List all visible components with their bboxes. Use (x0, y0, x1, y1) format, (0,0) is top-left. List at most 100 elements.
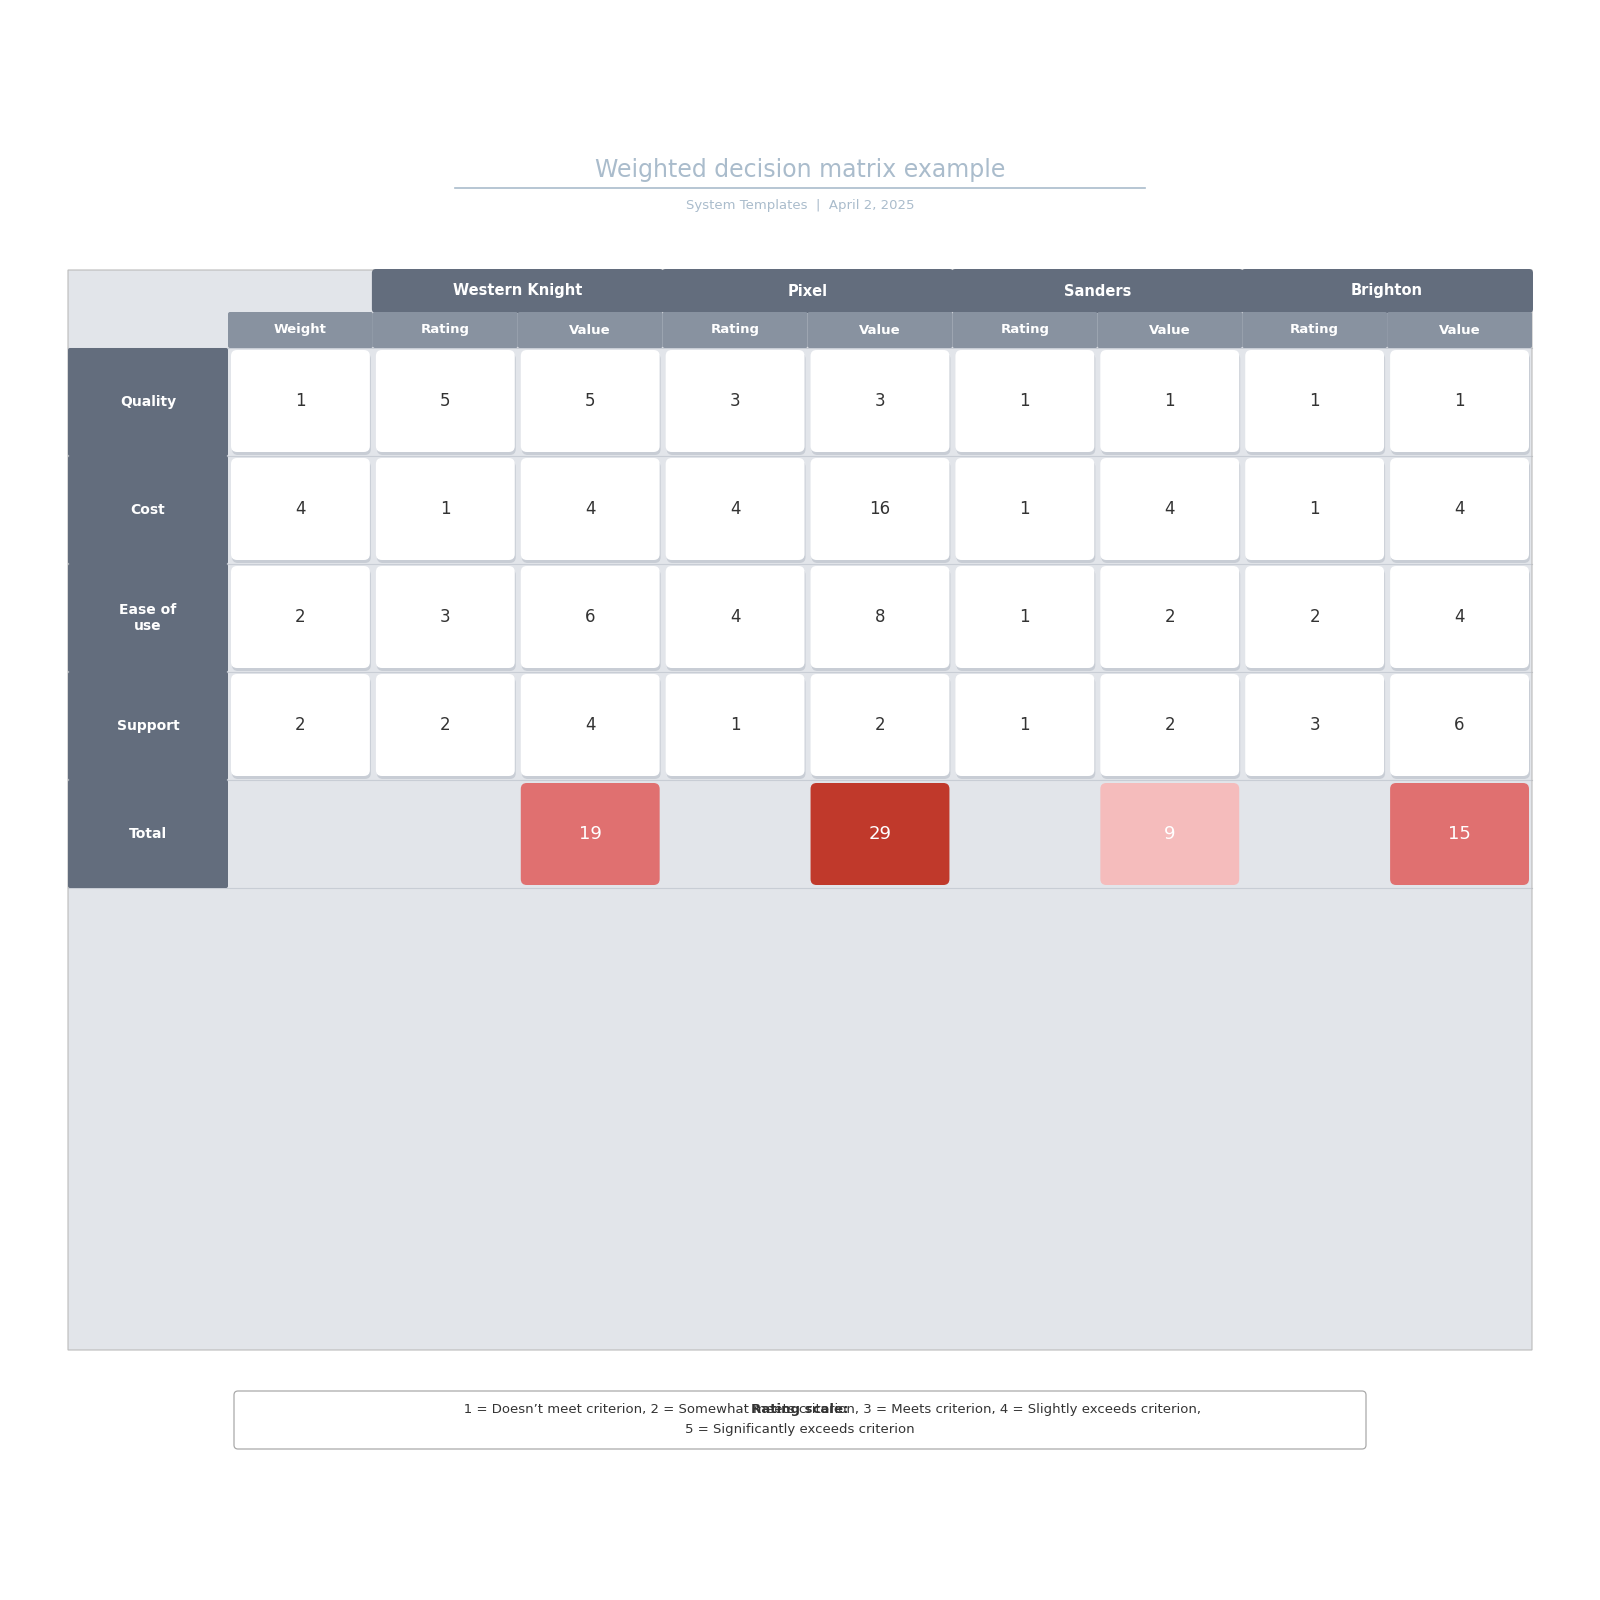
FancyBboxPatch shape (67, 565, 229, 672)
FancyBboxPatch shape (376, 566, 515, 669)
FancyBboxPatch shape (1101, 674, 1240, 776)
FancyBboxPatch shape (520, 566, 659, 669)
FancyBboxPatch shape (230, 350, 370, 451)
Text: 3: 3 (875, 392, 885, 410)
FancyBboxPatch shape (955, 566, 1094, 669)
Text: Sanders: Sanders (1064, 283, 1131, 299)
FancyBboxPatch shape (955, 350, 1094, 451)
FancyBboxPatch shape (952, 312, 1098, 349)
Text: 6: 6 (1454, 717, 1466, 734)
FancyBboxPatch shape (666, 674, 805, 776)
Text: 1: 1 (1454, 392, 1466, 410)
FancyBboxPatch shape (1246, 570, 1386, 670)
Text: 1: 1 (730, 717, 741, 734)
FancyBboxPatch shape (1101, 677, 1240, 779)
FancyBboxPatch shape (662, 269, 954, 314)
FancyBboxPatch shape (811, 461, 950, 563)
FancyBboxPatch shape (666, 458, 805, 560)
Text: Pixel: Pixel (787, 283, 827, 299)
Text: 6: 6 (586, 608, 595, 626)
FancyBboxPatch shape (1246, 461, 1386, 563)
Text: 1: 1 (1309, 392, 1320, 410)
Text: 1: 1 (1165, 392, 1174, 410)
FancyBboxPatch shape (666, 566, 805, 669)
Text: 29: 29 (869, 826, 891, 843)
FancyBboxPatch shape (67, 349, 229, 456)
Text: 15: 15 (1448, 826, 1470, 843)
FancyBboxPatch shape (518, 312, 662, 349)
FancyBboxPatch shape (520, 350, 659, 451)
Text: Value: Value (1438, 323, 1480, 336)
FancyBboxPatch shape (376, 674, 515, 776)
FancyBboxPatch shape (811, 458, 949, 560)
Text: 5: 5 (586, 392, 595, 410)
Text: 8: 8 (875, 608, 885, 626)
Text: 1: 1 (1019, 392, 1030, 410)
Text: 16: 16 (869, 499, 891, 518)
FancyBboxPatch shape (667, 570, 805, 670)
FancyBboxPatch shape (232, 677, 371, 779)
Text: 2: 2 (1309, 608, 1320, 626)
Text: 5 = Significantly exceeds criterion: 5 = Significantly exceeds criterion (685, 1424, 915, 1437)
FancyBboxPatch shape (67, 456, 229, 565)
FancyBboxPatch shape (811, 570, 950, 670)
FancyBboxPatch shape (378, 354, 515, 454)
FancyBboxPatch shape (957, 570, 1096, 670)
FancyBboxPatch shape (1390, 354, 1530, 454)
FancyBboxPatch shape (957, 677, 1096, 779)
FancyBboxPatch shape (522, 354, 661, 454)
FancyBboxPatch shape (955, 674, 1094, 776)
Text: Weight: Weight (274, 323, 326, 336)
Text: Brighton: Brighton (1350, 283, 1422, 299)
FancyBboxPatch shape (1390, 674, 1530, 776)
FancyBboxPatch shape (811, 674, 949, 776)
FancyBboxPatch shape (1246, 677, 1386, 779)
FancyBboxPatch shape (371, 269, 664, 314)
FancyBboxPatch shape (811, 354, 950, 454)
Text: Rating: Rating (421, 323, 470, 336)
Text: 3: 3 (1309, 717, 1320, 734)
Text: 4: 4 (1165, 499, 1174, 518)
FancyBboxPatch shape (1101, 566, 1240, 669)
FancyBboxPatch shape (1390, 570, 1530, 670)
Text: 3: 3 (440, 608, 451, 626)
Text: 4: 4 (294, 499, 306, 518)
FancyBboxPatch shape (1390, 461, 1530, 563)
Text: 9: 9 (1165, 826, 1176, 843)
FancyBboxPatch shape (1390, 566, 1530, 669)
Text: 2: 2 (294, 717, 306, 734)
Text: Rating: Rating (1290, 323, 1339, 336)
Text: Weighted decision matrix example: Weighted decision matrix example (595, 158, 1005, 182)
Text: 1: 1 (1019, 608, 1030, 626)
FancyBboxPatch shape (1101, 570, 1240, 670)
FancyBboxPatch shape (1245, 674, 1384, 776)
FancyBboxPatch shape (1246, 354, 1386, 454)
FancyBboxPatch shape (520, 674, 659, 776)
Text: Value: Value (570, 323, 611, 336)
FancyBboxPatch shape (1101, 354, 1240, 454)
FancyBboxPatch shape (1390, 458, 1530, 560)
Text: 4: 4 (586, 499, 595, 518)
FancyBboxPatch shape (955, 458, 1094, 560)
FancyBboxPatch shape (522, 570, 661, 670)
Text: 2: 2 (294, 608, 306, 626)
Text: 1: 1 (440, 499, 451, 518)
FancyBboxPatch shape (1245, 458, 1384, 560)
Text: 4: 4 (1454, 499, 1466, 518)
FancyBboxPatch shape (232, 354, 371, 454)
FancyBboxPatch shape (67, 270, 1533, 1350)
Text: Western Knight: Western Knight (453, 283, 582, 299)
FancyBboxPatch shape (666, 350, 805, 451)
Text: 1: 1 (294, 392, 306, 410)
FancyBboxPatch shape (1242, 269, 1533, 314)
Text: Rating scale:: Rating scale: (752, 1403, 848, 1416)
FancyBboxPatch shape (378, 461, 515, 563)
FancyBboxPatch shape (952, 269, 1243, 314)
Text: 1: 1 (1019, 499, 1030, 518)
FancyBboxPatch shape (232, 570, 371, 670)
FancyBboxPatch shape (1245, 566, 1384, 669)
Text: 3: 3 (730, 392, 741, 410)
FancyBboxPatch shape (667, 677, 805, 779)
FancyBboxPatch shape (230, 566, 370, 669)
FancyBboxPatch shape (957, 461, 1096, 563)
